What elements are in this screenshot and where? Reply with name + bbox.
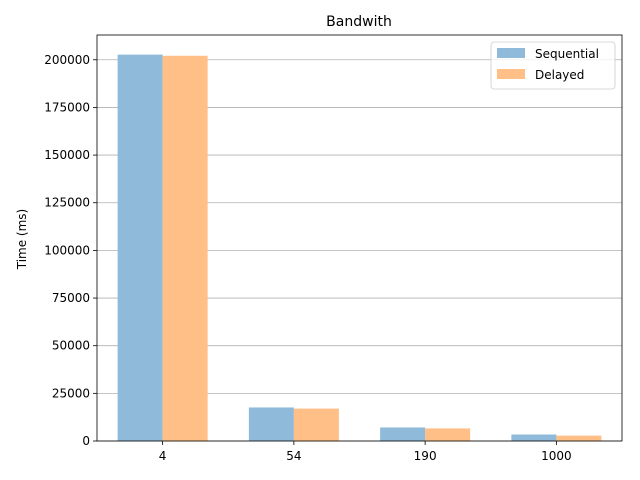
y-tick-label: 125000 xyxy=(44,196,90,210)
y-axis-label: Time (ms) xyxy=(15,209,29,271)
chart-title: Bandwith xyxy=(326,14,392,30)
bar-delayed-4 xyxy=(162,55,208,442)
y-tick-label: 100000 xyxy=(44,243,90,257)
y-tick-label: 200000 xyxy=(44,53,90,67)
y-tick-label: 25000 xyxy=(52,386,90,400)
legend-label-sequential: Sequential xyxy=(535,47,599,61)
legend-swatch-sequential xyxy=(497,48,525,58)
y-axis-ticks: 0 25000 50000 75000 100000 125000 150000 175000… xyxy=(44,53,97,448)
x-tick-label: 1000 xyxy=(541,449,572,463)
axes xyxy=(96,34,623,442)
bar-sequential-54 xyxy=(248,407,294,441)
x-axis-ticks: 4 54 190 1000 xyxy=(159,441,572,463)
bar-delayed-190 xyxy=(425,428,471,441)
x-tick-label: 190 xyxy=(414,449,437,463)
bar-sequential-190 xyxy=(380,427,426,441)
y-tick-label: 175000 xyxy=(44,100,90,114)
y-tick-label: 50000 xyxy=(52,339,90,353)
x-tick-label: 54 xyxy=(286,449,301,463)
x-tick-label: 4 xyxy=(159,449,167,463)
bars xyxy=(117,54,602,442)
y-tick-label: 150000 xyxy=(44,148,90,162)
legend-label-delayed: Delayed xyxy=(535,68,584,82)
bar-sequential-4 xyxy=(117,54,163,441)
plot-frame xyxy=(96,34,623,442)
bar-delayed-1000 xyxy=(556,435,602,441)
y-tick-label: 0 xyxy=(82,434,90,448)
bar-delayed-54 xyxy=(293,408,339,441)
legend-swatch-delayed xyxy=(497,69,525,79)
legend: Sequential Delayed xyxy=(490,41,616,90)
bar-sequential-1000 xyxy=(511,434,557,441)
y-tick-label: 75000 xyxy=(52,291,90,305)
